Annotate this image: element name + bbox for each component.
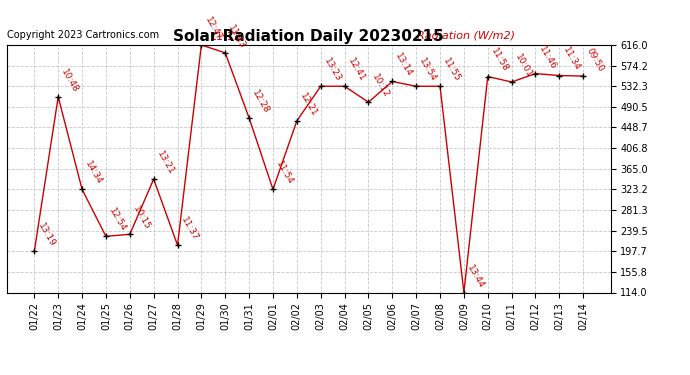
Text: Copyright 2023 Cartronics.com: Copyright 2023 Cartronics.com <box>7 30 159 40</box>
Text: Radiation (W/m2): Radiation (W/m2) <box>417 30 515 40</box>
Text: 13:54: 13:54 <box>417 57 438 84</box>
Text: 10:15: 10:15 <box>131 205 152 231</box>
Text: 12:47: 12:47 <box>203 15 224 42</box>
Title: Solar Radiation Daily 20230215: Solar Radiation Daily 20230215 <box>173 29 444 44</box>
Text: 12:28: 12:28 <box>250 88 271 115</box>
Text: 11:13: 11:13 <box>226 23 248 50</box>
Text: 11:13: 11:13 <box>210 32 241 42</box>
Text: 09:50: 09:50 <box>584 46 605 73</box>
Text: 12:41: 12:41 <box>346 57 366 84</box>
Text: 13:19: 13:19 <box>36 222 57 249</box>
Text: 14:34: 14:34 <box>83 160 104 187</box>
Text: 11:55: 11:55 <box>442 57 462 84</box>
Text: 13:21: 13:21 <box>155 150 176 176</box>
Text: 13:23: 13:23 <box>322 57 343 84</box>
Text: 11:37: 11:37 <box>179 216 199 242</box>
Text: 11:46: 11:46 <box>537 44 558 71</box>
Text: 10:01: 10:01 <box>513 52 534 79</box>
Text: 12:54: 12:54 <box>108 207 128 234</box>
Text: 13:14: 13:14 <box>394 52 415 79</box>
Text: 10:48: 10:48 <box>59 67 80 94</box>
Text: 10:12: 10:12 <box>370 73 391 99</box>
Text: 11:58: 11:58 <box>489 47 510 74</box>
Text: 12:21: 12:21 <box>298 92 319 118</box>
Text: 11:54: 11:54 <box>275 160 295 187</box>
Text: 11:34: 11:34 <box>561 46 582 73</box>
Text: 13:44: 13:44 <box>465 263 486 290</box>
